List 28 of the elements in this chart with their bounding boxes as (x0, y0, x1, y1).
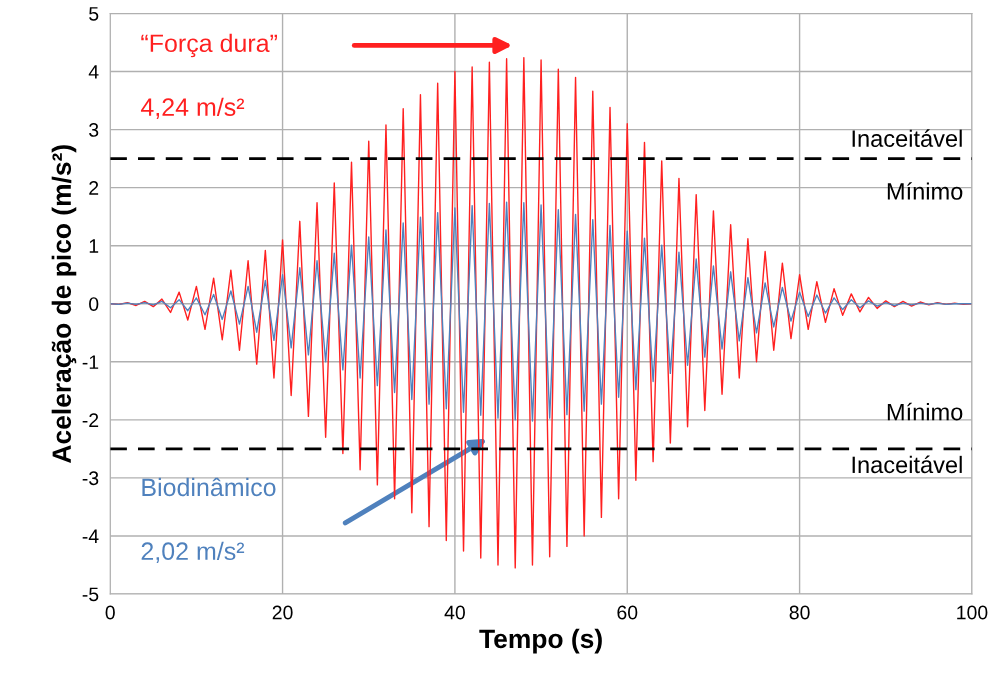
ref-line-label: Inaceitável (852, 129, 962, 147)
annotation: “Força dura” (141, 33, 277, 58)
y-axis-title: Aceleração de pico (m/s²) (51, 145, 77, 463)
x-axis-title: Tempo (s) (479, 628, 602, 654)
y-tick-label: -1 (82, 355, 99, 369)
annotation: 2,02 m/s² (141, 541, 245, 564)
y-tick-label: -3 (82, 471, 99, 486)
y-tick-label: -4 (82, 529, 99, 543)
line-series (110, 201, 972, 422)
x-tick-label: 80 (789, 605, 810, 620)
annotation: 4,24 m/s² (140, 97, 245, 119)
y-tick-label: 4 (88, 65, 99, 79)
y-tick-label: 5 (89, 7, 99, 21)
y-tick-label: -5 (82, 587, 99, 602)
ref-line-label: Inaceitável (852, 455, 962, 474)
annotation: Mínimo (887, 182, 963, 200)
y-tick-label: 1 (89, 239, 99, 253)
x-tick-label: 60 (617, 605, 638, 620)
y-tick-label: -2 (82, 413, 99, 427)
y-tick-label: 3 (89, 123, 99, 137)
x-tick-label: 100 (957, 605, 988, 620)
annotation: Mínimo (887, 402, 963, 421)
y-tick-label: 2 (89, 181, 99, 195)
annotation: Biodinâmico (142, 477, 276, 497)
x-tick-label: 0 (105, 605, 115, 620)
y-tick-label: 0 (89, 297, 99, 311)
x-tick-label: 20 (272, 605, 293, 620)
x-tick-label: 40 (444, 605, 465, 620)
